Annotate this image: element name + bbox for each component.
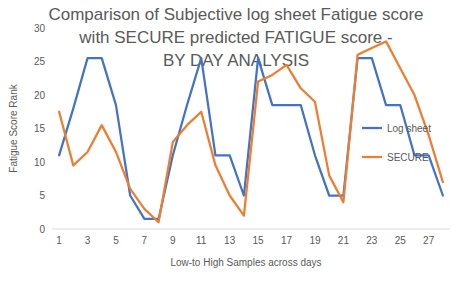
y-axis-title: Fatigue Score Rank	[8, 83, 19, 172]
x-tick-label: 7	[142, 235, 148, 246]
legend-label: Log sheet	[387, 123, 431, 134]
legend-label: SECURE	[387, 152, 429, 163]
x-tick-label: 21	[338, 235, 350, 246]
line-series	[59, 41, 443, 222]
title: Comparison of Subjective log sheet Fatig…	[48, 5, 423, 70]
legend-swatch	[362, 156, 382, 158]
plot-area	[59, 41, 443, 222]
y-tick-label: 0	[39, 224, 45, 235]
legend-swatch	[362, 127, 382, 129]
chart: Comparison of Subjective log sheet Fatig…	[0, 0, 473, 283]
y-tick-label: 20	[34, 90, 46, 101]
y-tick-label: 30	[34, 23, 46, 34]
x-tick-label: 17	[281, 235, 293, 246]
y-tick-label: 10	[34, 157, 46, 168]
x-tick-label: 9	[170, 235, 176, 246]
x-tick-label: 19	[309, 235, 321, 246]
x-tick-label: 27	[423, 235, 435, 246]
y-tick-label: 25	[34, 56, 46, 67]
y-tick-label: 5	[39, 190, 45, 201]
x-tick-label: 3	[85, 235, 91, 246]
x-axis-title: Low-to High Samples across days	[170, 257, 321, 268]
x-tick-label: 11	[196, 235, 207, 246]
x-tick-label: 15	[253, 235, 265, 246]
x-tick-label: 5	[113, 235, 119, 246]
x-tick-label: 1	[56, 235, 62, 246]
x-axis-line	[52, 229, 450, 230]
x-tick-label: 23	[366, 235, 378, 246]
y-tick-label: 15	[34, 123, 46, 134]
x-tick-label: 25	[395, 235, 407, 246]
x-tick-label: 13	[224, 235, 236, 246]
